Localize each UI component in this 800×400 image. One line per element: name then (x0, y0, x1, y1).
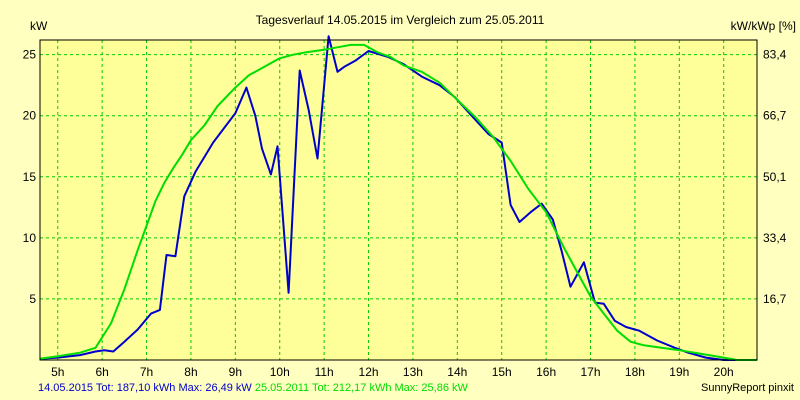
y-axis-label-left: kW (30, 19, 48, 33)
x-tick-label: 7h (140, 365, 153, 379)
legend-series-2015: 14.05.2015 Tot: 187,10 kWh Max: 26,49 kW (38, 382, 252, 394)
plot-frame (39, 39, 758, 361)
x-tick-label: 18h (625, 365, 645, 379)
y-tick-label-left: 20 (23, 109, 37, 123)
y-tick-label-left: 25 (23, 48, 37, 62)
plot-background (40, 40, 757, 360)
y-tick-label-right: 33,4 (763, 231, 787, 245)
x-tick-label: 9h (229, 365, 242, 379)
y-tick-label-right: 50,1 (763, 170, 787, 184)
plot-area: 5h 6h 7h 8h 9h 10h 11h 12h 13h 14h 15h 16h 17h 18h 19h… (23, 35, 787, 379)
y-axis-label-right: kW/kWp [%] (731, 19, 796, 33)
series-line-2015 (39, 35, 757, 361)
x-tick-label: 11h (315, 365, 334, 379)
chart-title: Tagesverlauf 14.05.2015 im Vergleich zum… (256, 13, 545, 27)
y-tick-label-right: 16,7 (763, 292, 787, 306)
legend-series-2011: 25.05.2011 Tot: 212,17 kWh Max: 25,86 kW (254, 382, 468, 394)
footer-credit: SunnyReport pinxit (701, 382, 794, 394)
series-line-2011 (39, 43, 757, 361)
x-tick-label: 13h (403, 365, 423, 379)
y-tick-label-left: 5 (29, 292, 36, 306)
x-tick-label: 14h (447, 365, 467, 379)
x-tick-label: 16h (536, 365, 556, 379)
x-tick-label: 5h (51, 365, 64, 379)
y-tick-label-right: 66,7 (763, 109, 787, 123)
y-tick-label-left: 15 (23, 170, 37, 184)
x-tick-label: 10h (270, 365, 290, 379)
footer-legend: 14.05.2015 Tot: 187,10 kWh Max: 26,49 kW… (38, 382, 468, 394)
x-tick-label: 17h (580, 365, 600, 379)
y-tick-label-left: 10 (23, 231, 37, 245)
x-tick-label: 8h (184, 365, 197, 379)
x-tick-label: 6h (95, 365, 108, 379)
x-tick-label: 20h (714, 365, 734, 379)
y-tick-label-right: 83,4 (763, 48, 787, 62)
x-tick-label: 19h (669, 365, 689, 379)
x-tick-label: 15h (492, 365, 512, 379)
x-tick-label: 12h (359, 365, 379, 379)
